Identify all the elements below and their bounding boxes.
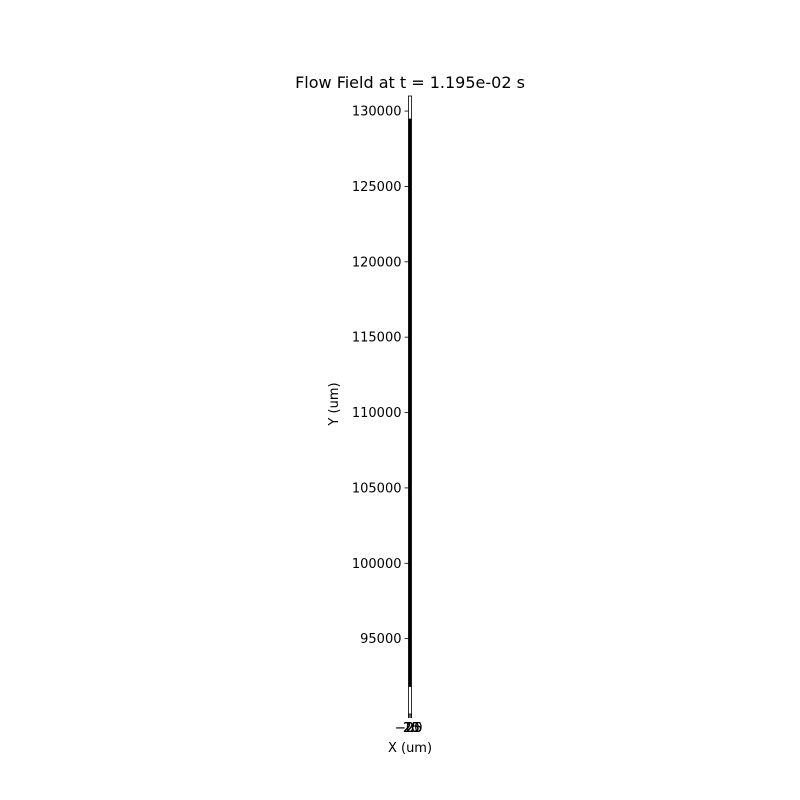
y-tick-label: 95000 <box>360 632 401 647</box>
y-tick-label: 115000 <box>352 331 402 346</box>
y-tick-label: 130000 <box>352 105 402 120</box>
x-tick-label: −25 <box>395 721 422 736</box>
x-axis-label: X (um) <box>388 741 432 756</box>
x-tick-label: 0 <box>406 721 414 736</box>
y-axis: 95000 100000 105000 110000 115000 120000 12500… <box>352 105 409 647</box>
x-tick-label: 25 <box>403 721 420 736</box>
x-tick-label: 20 <box>403 721 420 736</box>
x-tick-label: −20 <box>395 721 422 736</box>
y-tick-label: 120000 <box>352 255 402 270</box>
y-tick-label: 100000 <box>352 557 402 572</box>
y-tick-label: 110000 <box>352 406 402 421</box>
y-axis-label: Y (um) <box>327 382 342 426</box>
y-tick-label: 105000 <box>352 481 402 496</box>
chart-title: Flow Field at t = 1.195e-02 s <box>295 73 525 92</box>
y-tick-label: 125000 <box>352 180 402 195</box>
